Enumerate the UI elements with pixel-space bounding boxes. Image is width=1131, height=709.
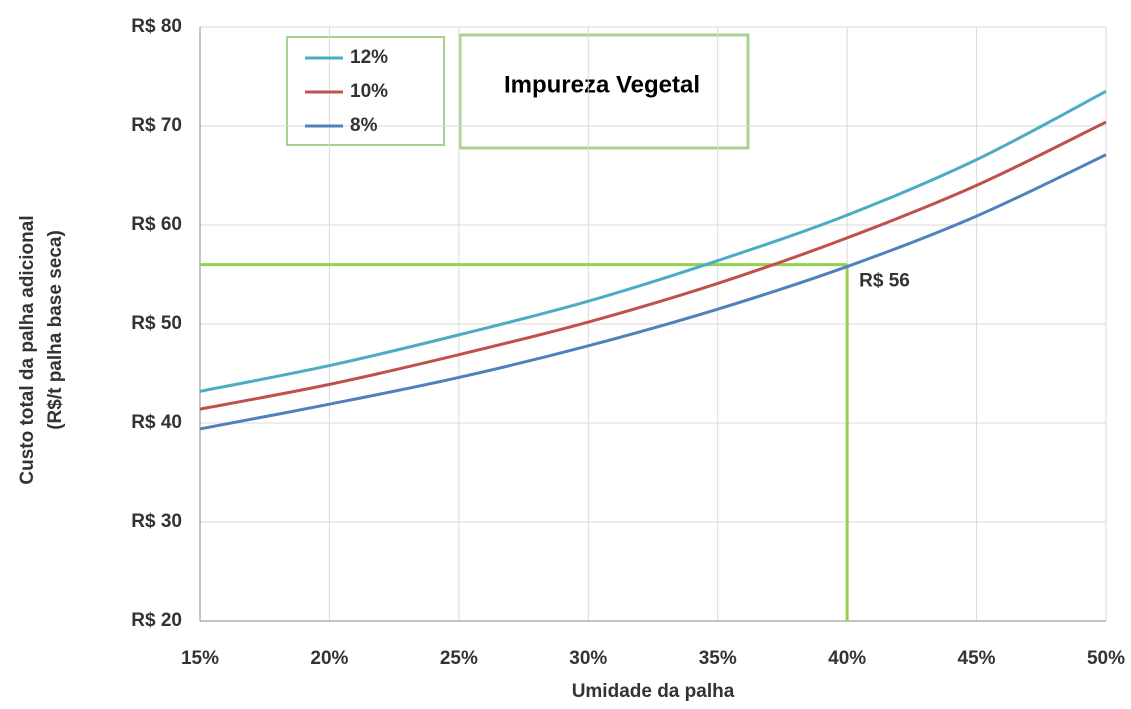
legend-label: 12% <box>350 47 388 68</box>
y-axis-label: (R$/t palha base seca) <box>45 230 66 430</box>
line <box>199 90 1107 393</box>
y-tick-label: R$ 30 <box>131 511 182 532</box>
x-tick-label: 40% <box>828 648 866 669</box>
legend-label: 8% <box>350 115 378 136</box>
y-tick-label: R$ 40 <box>131 412 182 433</box>
x-tick-label: 30% <box>569 648 607 669</box>
line <box>199 153 1107 431</box>
legend-title-box <box>458 33 750 150</box>
x-tick-label: 15% <box>181 648 219 669</box>
y-axis-label: Custo total da palha adicional <box>17 215 38 484</box>
x-tick-label: 50% <box>1087 648 1125 669</box>
legend-title: Impureza Vegetal <box>504 71 700 98</box>
x-tick-label: 45% <box>958 648 996 669</box>
x-tick-label: 25% <box>440 648 478 669</box>
y-tick-label: R$ 20 <box>131 610 182 631</box>
y-tick-label: R$ 80 <box>131 16 182 37</box>
x-axis-label: Umidade da palha <box>572 681 735 702</box>
y-tick-label: R$ 70 <box>131 115 182 136</box>
annotation-label: R$ 56 <box>859 271 910 292</box>
x-tick-label: 20% <box>310 648 348 669</box>
x-tick-label: 35% <box>699 648 737 669</box>
y-tick-label: R$ 60 <box>131 214 182 235</box>
legend-label: 10% <box>350 81 388 102</box>
y-tick-label: R$ 50 <box>131 313 182 334</box>
line <box>199 120 1107 411</box>
